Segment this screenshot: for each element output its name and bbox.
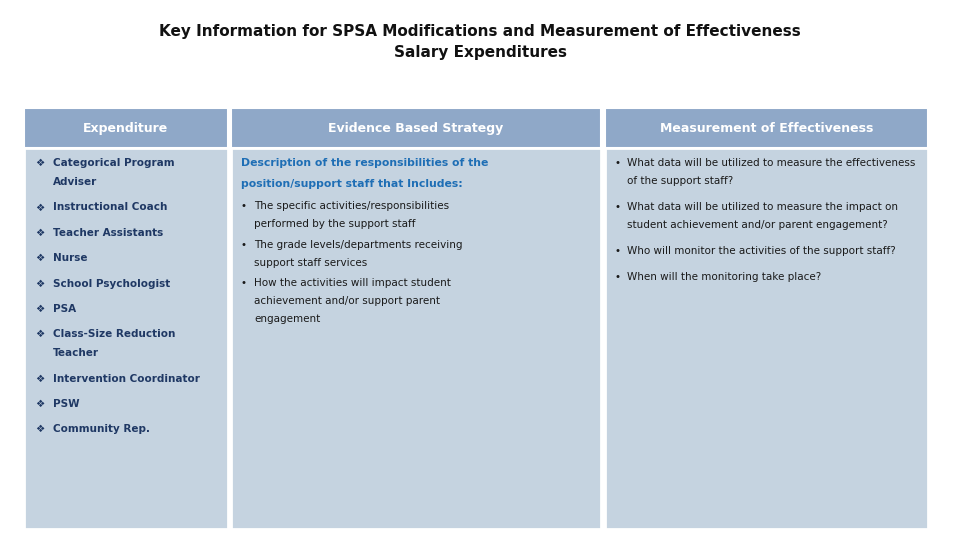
Text: Class-Size Reduction: Class-Size Reduction bbox=[53, 329, 175, 340]
Text: •: • bbox=[241, 240, 247, 250]
Text: ❖: ❖ bbox=[36, 374, 45, 384]
Text: Measurement of Effectiveness: Measurement of Effectiveness bbox=[660, 122, 873, 135]
Text: •: • bbox=[614, 158, 620, 168]
Text: ❖: ❖ bbox=[36, 329, 45, 340]
Text: ❖: ❖ bbox=[36, 399, 45, 409]
FancyBboxPatch shape bbox=[24, 148, 228, 529]
FancyBboxPatch shape bbox=[231, 108, 601, 148]
Text: Teacher: Teacher bbox=[53, 348, 99, 359]
Text: What data will be utilized to measure the effectiveness: What data will be utilized to measure th… bbox=[627, 158, 915, 168]
Text: position/support staff that Includes:: position/support staff that Includes: bbox=[241, 179, 463, 189]
FancyBboxPatch shape bbox=[24, 108, 228, 148]
FancyBboxPatch shape bbox=[605, 148, 928, 529]
Text: ❖: ❖ bbox=[36, 304, 45, 314]
Text: performed by the support staff: performed by the support staff bbox=[254, 219, 416, 230]
Text: Who will monitor the activities of the support staff?: Who will monitor the activities of the s… bbox=[627, 246, 896, 256]
Text: Nurse: Nurse bbox=[53, 253, 87, 264]
Text: Teacher Assistants: Teacher Assistants bbox=[53, 228, 163, 238]
Text: achievement and/or support parent: achievement and/or support parent bbox=[254, 296, 441, 306]
Text: engagement: engagement bbox=[254, 314, 321, 324]
Text: School Psychologist: School Psychologist bbox=[53, 279, 170, 289]
Text: When will the monitoring take place?: When will the monitoring take place? bbox=[627, 272, 821, 282]
FancyBboxPatch shape bbox=[605, 108, 928, 148]
Text: student achievement and/or parent engagement?: student achievement and/or parent engage… bbox=[627, 220, 887, 230]
Text: The specific activities/responsibilities: The specific activities/responsibilities bbox=[254, 201, 449, 212]
Text: Categorical Program: Categorical Program bbox=[53, 158, 175, 168]
Text: ❖: ❖ bbox=[36, 279, 45, 289]
Text: •: • bbox=[614, 246, 620, 256]
Text: ❖: ❖ bbox=[36, 158, 45, 168]
Text: support staff services: support staff services bbox=[254, 258, 368, 268]
Text: Evidence Based Strategy: Evidence Based Strategy bbox=[328, 122, 504, 135]
Text: Description of the responsibilities of the: Description of the responsibilities of t… bbox=[241, 158, 489, 168]
Text: ❖: ❖ bbox=[36, 228, 45, 238]
Text: •: • bbox=[614, 272, 620, 282]
Text: ❖: ❖ bbox=[36, 253, 45, 264]
Text: •: • bbox=[614, 202, 620, 212]
Text: The grade levels/departments receiving: The grade levels/departments receiving bbox=[254, 240, 463, 250]
Text: What data will be utilized to measure the impact on: What data will be utilized to measure th… bbox=[627, 202, 898, 212]
Text: Community Rep.: Community Rep. bbox=[53, 424, 150, 435]
Text: Adviser: Adviser bbox=[53, 177, 97, 187]
Text: of the support staff?: of the support staff? bbox=[627, 176, 732, 186]
Text: PSW: PSW bbox=[53, 399, 80, 409]
Text: ❖: ❖ bbox=[36, 202, 45, 213]
Text: Intervention Coordinator: Intervention Coordinator bbox=[53, 374, 200, 384]
Text: Instructional Coach: Instructional Coach bbox=[53, 202, 167, 213]
Text: ❖: ❖ bbox=[36, 424, 45, 435]
Text: Expenditure: Expenditure bbox=[84, 122, 168, 135]
Text: How the activities will impact student: How the activities will impact student bbox=[254, 278, 451, 288]
Text: PSA: PSA bbox=[53, 304, 76, 314]
Text: Key Information for SPSA Modifications and Measurement of Effectiveness
Salary E: Key Information for SPSA Modifications a… bbox=[159, 24, 801, 60]
Text: •: • bbox=[241, 201, 247, 212]
FancyBboxPatch shape bbox=[231, 148, 601, 529]
Text: •: • bbox=[241, 278, 247, 288]
